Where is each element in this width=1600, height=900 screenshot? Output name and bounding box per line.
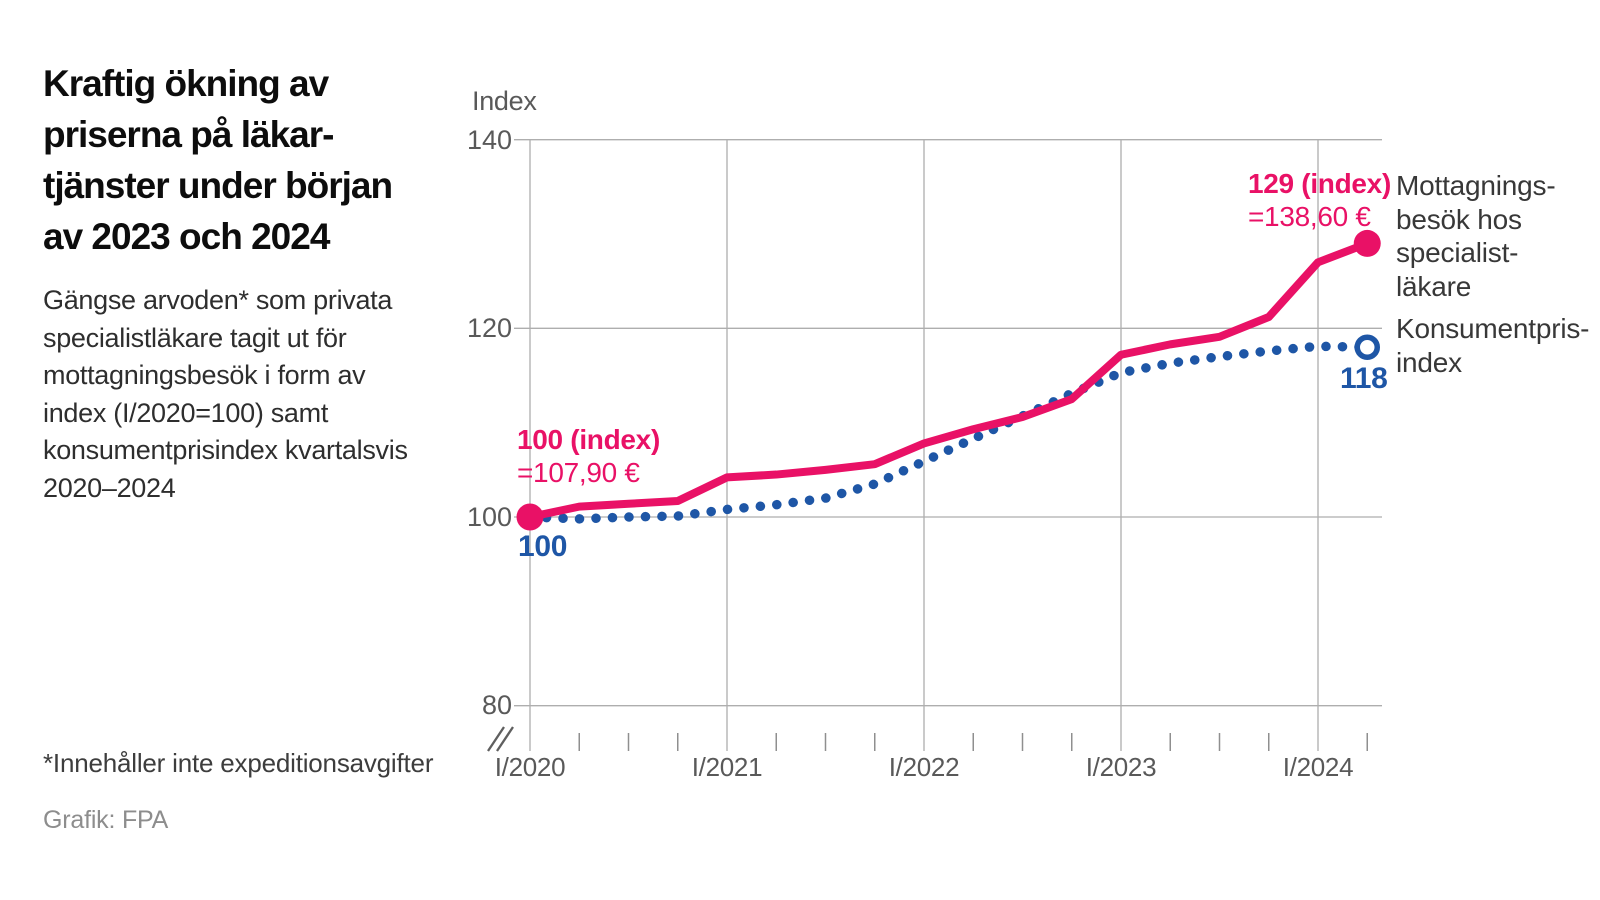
annotation-end-index-value: 129 (index) xyxy=(1248,168,1391,199)
y-axis-unit-label: Index xyxy=(472,86,537,116)
x-tick-2024: I/2024 xyxy=(1282,752,1354,782)
x-tick-2021: I/2021 xyxy=(691,752,763,782)
legend-specialist-series: Mottagnings- besök hos specialist- läkar… xyxy=(1396,170,1556,302)
legend-cpi-series: Konsumentpris- index xyxy=(1396,313,1590,378)
marker-cpi-end xyxy=(1354,334,1380,360)
y-tick-140: 140 xyxy=(466,125,512,155)
y-tick-100: 100 xyxy=(466,502,512,532)
marker-specialist-end xyxy=(1353,229,1381,257)
annotation-end-euro-value: =138,60 € xyxy=(1248,201,1371,232)
page-title: Kraftig ökning av priserna på läkar- tjä… xyxy=(43,63,393,257)
y-tick-80: 80 xyxy=(481,690,512,720)
annotation-start-cpi-value: 100 xyxy=(518,530,568,563)
chart-subtitle: Gängse arvoden* som privata specialistlä… xyxy=(43,285,408,503)
x-tick-2023: I/2023 xyxy=(1085,752,1157,782)
series-line-cpi xyxy=(525,341,1372,524)
series-line-specialist xyxy=(526,239,1372,521)
marker-specialist-start xyxy=(516,503,544,531)
credit-source: Grafik: FPA xyxy=(43,806,169,834)
footnote: *Innehåller inte expeditionsavgifter xyxy=(43,748,434,778)
annotation-start-euro-value: =107,90 € xyxy=(517,457,640,488)
axis-break-icon xyxy=(487,726,505,752)
y-tick-120: 120 xyxy=(466,313,512,343)
x-tick-2022: I/2022 xyxy=(888,752,960,782)
x-tick-2020: I/2020 xyxy=(494,752,566,782)
annotation-end-cpi-value: 118 xyxy=(1340,362,1388,395)
annotation-start-index-value: 100 (index) xyxy=(517,424,660,455)
axis-break-icon xyxy=(496,726,514,752)
